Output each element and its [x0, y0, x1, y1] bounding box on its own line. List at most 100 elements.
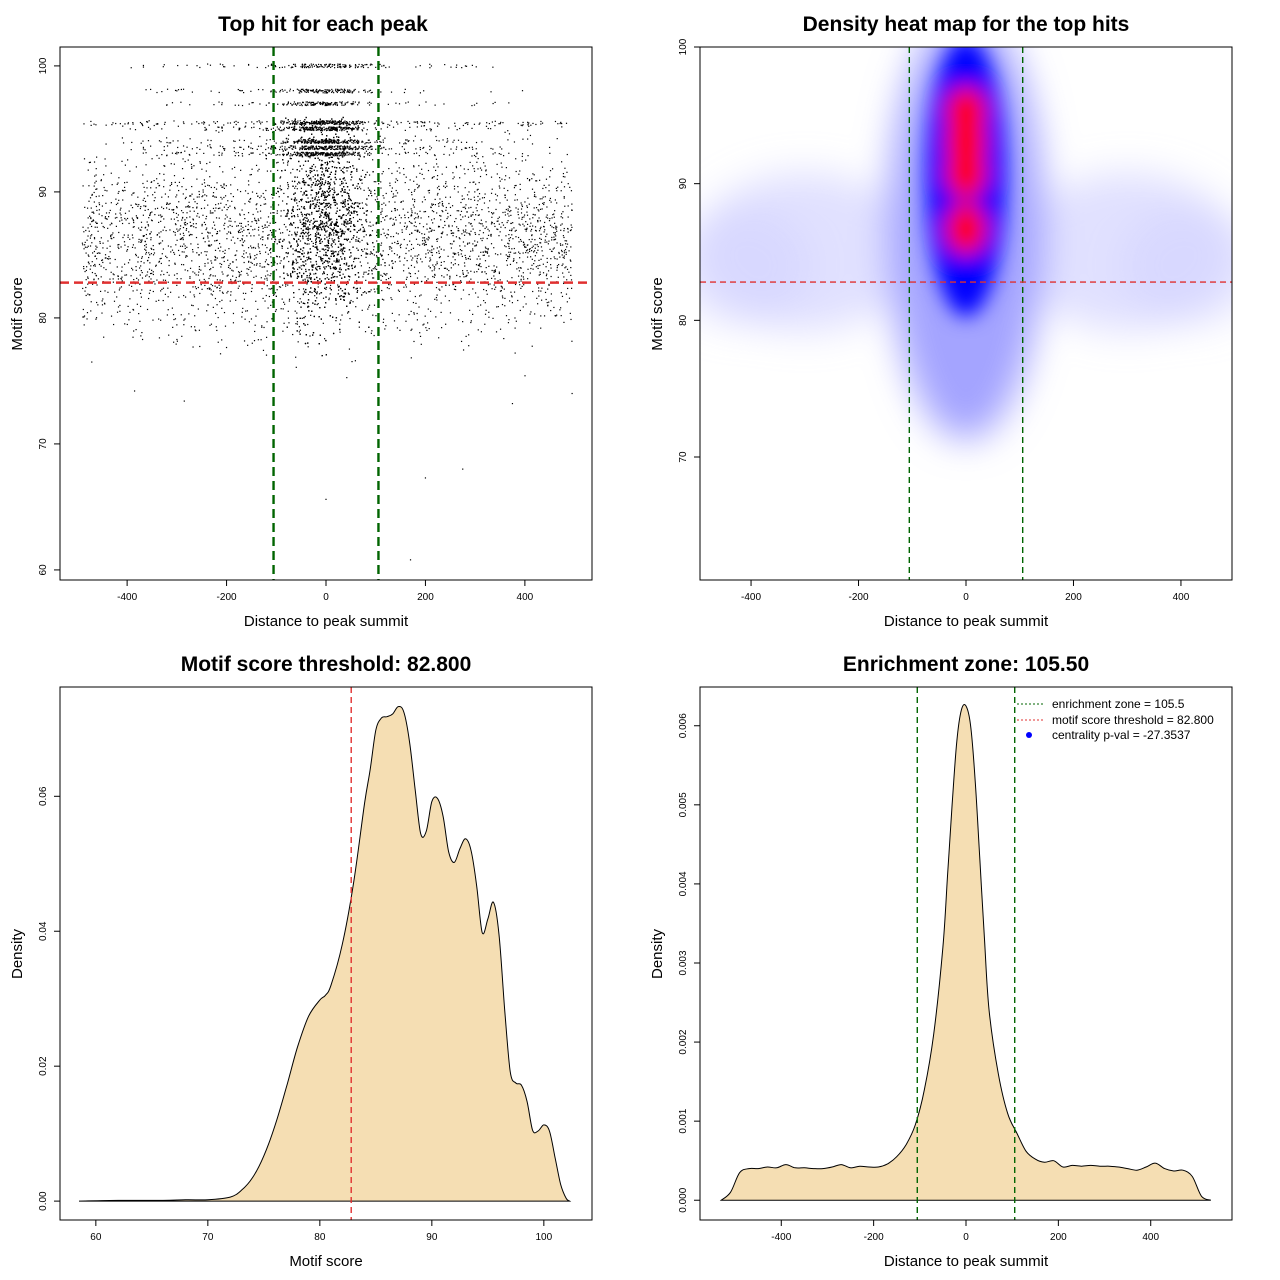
- scatter-point: [287, 188, 289, 190]
- scatter-point: [427, 216, 430, 218]
- scatter-point: [265, 294, 267, 297]
- scatter-point: [132, 237, 134, 239]
- scatter-point: [556, 242, 558, 244]
- scatter-point: [571, 340, 573, 342]
- scatter-point: [462, 270, 464, 272]
- scatter-point: [307, 228, 310, 230]
- scatter-point: [314, 291, 317, 293]
- scatter-point: [451, 205, 454, 207]
- scatter-point: [255, 264, 258, 266]
- scatter-point: [556, 138, 558, 140]
- scatter-point: [257, 339, 259, 341]
- scatter-point: [238, 274, 241, 276]
- scatter-point: [309, 335, 311, 337]
- scatter-point: [410, 215, 412, 217]
- scatter-point: [218, 217, 220, 219]
- scatter-point: [183, 294, 185, 297]
- scatter-point: [476, 210, 478, 212]
- scatter-point: [139, 305, 142, 308]
- scatter-point: [123, 234, 125, 236]
- scatter-point: [465, 335, 467, 338]
- scatter-point: [149, 214, 151, 216]
- scatter-point: [212, 207, 215, 210]
- scatter-point: [532, 290, 534, 293]
- scatter-point: [212, 290, 215, 292]
- scatter-point: [116, 296, 118, 298]
- scatter-point: [518, 281, 520, 283]
- scatter-point: [133, 278, 135, 281]
- scatter-point: [223, 184, 225, 186]
- scatter-point: [250, 270, 252, 272]
- scatter-point: [263, 283, 265, 285]
- scatter-point: [389, 184, 391, 187]
- scatter-point: [427, 278, 429, 280]
- scatter-point: [444, 186, 447, 189]
- scatter-point: [491, 188, 493, 190]
- scatter-point: [200, 269, 202, 271]
- scatter-point: [328, 299, 330, 301]
- scatter-point: [348, 189, 351, 191]
- scatter-point: [208, 287, 210, 289]
- scatter-point: [515, 236, 517, 238]
- scatter-point: [436, 174, 439, 177]
- scatter-point: [235, 254, 237, 256]
- scatter-point: [182, 158, 184, 160]
- scatter-point: [199, 162, 201, 164]
- scatter-point: [465, 275, 467, 278]
- scatter-point: [397, 233, 399, 235]
- scatter-point: [310, 314, 312, 316]
- scatter-point: [405, 247, 407, 249]
- scatter-point: [294, 233, 297, 235]
- scatter-point: [416, 319, 419, 321]
- scatter-point: [121, 189, 124, 191]
- scatter-point: [531, 234, 533, 236]
- scatter-point: [449, 243, 452, 245]
- scatter-point: [433, 176, 435, 178]
- scatter-point: [556, 226, 558, 228]
- scatter-point: [171, 249, 174, 251]
- scatter-point: [90, 207, 92, 209]
- scatter-point: [326, 273, 328, 276]
- scatter-point: [250, 318, 253, 320]
- scatter-point: [132, 226, 134, 228]
- scatter-point: [432, 275, 434, 278]
- scatter-point: [567, 287, 569, 290]
- scatter-point: [143, 205, 145, 207]
- scatter-point: [425, 327, 427, 329]
- scatter-point: [461, 255, 463, 258]
- scatter-point: [482, 237, 484, 239]
- scatter-point: [93, 161, 96, 163]
- scatter-point: [470, 214, 472, 216]
- scatter-point: [182, 216, 184, 219]
- scatter-point: [266, 270, 268, 272]
- scatter-point: [542, 202, 544, 205]
- scatter-point: [194, 315, 196, 317]
- scatter-point: [169, 189, 171, 191]
- scatter-point: [561, 161, 563, 163]
- scatter-point: [416, 312, 418, 315]
- scatter-point: [283, 209, 285, 212]
- scatter-point: [315, 195, 317, 197]
- scatter-point: [107, 291, 109, 293]
- scatter-point: [204, 250, 206, 253]
- scatter-point: [105, 212, 108, 214]
- scatter-point: [161, 206, 163, 208]
- scatter-point: [530, 311, 532, 313]
- scatter-point: [91, 242, 93, 244]
- scatter-point: [346, 221, 348, 223]
- scatter-point: [538, 203, 540, 206]
- scatter-point: [303, 290, 306, 292]
- scatter-point: [507, 220, 509, 222]
- scatter-point: [103, 336, 105, 338]
- scatter-point: [331, 243, 333, 245]
- scatter-point: [216, 304, 218, 306]
- scatter-point: [202, 195, 204, 197]
- scatter-point: [323, 338, 326, 340]
- scatter-point: [365, 218, 367, 221]
- scatter-point: [348, 268, 350, 270]
- scatter-point: [417, 215, 420, 217]
- scatter-point: [102, 242, 104, 244]
- scatter-point: [377, 251, 379, 253]
- scatter-point: [349, 145, 351, 147]
- scatter-point: [570, 274, 572, 277]
